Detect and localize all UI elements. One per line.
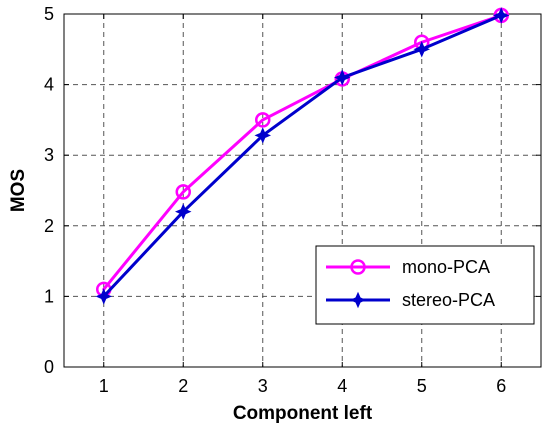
axis-ticks: 1 2 3 4 5 6 0 1 2 3 4 5 — [44, 4, 541, 396]
y-tick-label: 5 — [44, 4, 54, 24]
y-tick-label: 4 — [44, 75, 54, 95]
series-line — [102, 13, 503, 291]
legend-label-stereo-pca: stereo-PCA — [402, 290, 495, 310]
data-point — [174, 203, 192, 220]
legend-marker — [349, 291, 367, 309]
data-point — [333, 69, 351, 86]
series-line — [102, 13, 503, 298]
data-point — [175, 184, 191, 200]
data-series — [95, 7, 510, 305]
series-stereo-pca — [95, 7, 510, 305]
x-tick-label: 3 — [258, 376, 268, 396]
y-tick-label: 2 — [44, 216, 54, 236]
x-tick-label: 2 — [178, 376, 188, 396]
plot-frame — [63, 13, 542, 368]
y-tick-label: 3 — [44, 145, 54, 165]
data-point — [492, 7, 510, 24]
x-tick-label: 5 — [417, 376, 427, 396]
legend-box — [315, 245, 535, 325]
data-point — [413, 41, 431, 58]
y-axis-label: MOS — [8, 169, 29, 212]
x-tick-label: 6 — [496, 376, 506, 396]
data-point — [254, 127, 272, 144]
data-point — [255, 112, 271, 128]
y-tick-label: 0 — [44, 357, 54, 377]
x-tick-label: 4 — [337, 376, 347, 396]
x-tick-label: 1 — [99, 376, 109, 396]
legend-marker — [350, 259, 366, 275]
data-point — [95, 288, 113, 305]
legend-label-mono-pca: mono-PCA — [402, 257, 490, 277]
y-tick-label: 1 — [44, 286, 54, 306]
x-axis-label: Component left — [233, 403, 373, 424]
legend: mono-PCA stereo-PCA — [315, 245, 535, 325]
